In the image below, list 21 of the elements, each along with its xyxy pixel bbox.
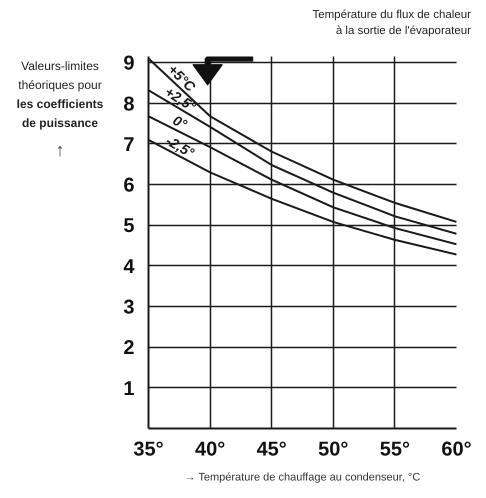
x-axis-title: → Température de chauffage au condenseur, °C: [184, 472, 420, 484]
y-tick-label: 5: [123, 215, 134, 238]
y-tick-label: 7: [123, 134, 134, 156]
y-tick-label: 9: [123, 52, 134, 75]
x-tick-label: 55°: [380, 438, 410, 460]
y-tick-label: 6: [123, 174, 134, 197]
y-tick-label: 1: [123, 378, 134, 400]
text: 0°: [170, 112, 190, 132]
x-tick-label: 60°: [441, 438, 472, 460]
y-axis-title: Valeurs-limites théoriques pour les coefficients de puissance: [16, 59, 104, 130]
x-tick-label: 50°: [318, 438, 348, 460]
x-tick-label: 40°: [194, 438, 226, 460]
x-tick-label: 35°: [133, 438, 164, 460]
text: -2,5°: [163, 132, 198, 161]
y-tick-label: 2: [123, 337, 134, 360]
text: ↑: [54, 140, 66, 160]
y-tick-label: 4: [123, 256, 136, 278]
y-tick-label: 8: [123, 93, 134, 116]
y-tick-label: 3: [123, 296, 134, 319]
legend-title: Température du flux de chaleur à la sortie de l'évaporateur: [312, 8, 471, 39]
x-tick-label: 45°: [256, 438, 287, 460]
